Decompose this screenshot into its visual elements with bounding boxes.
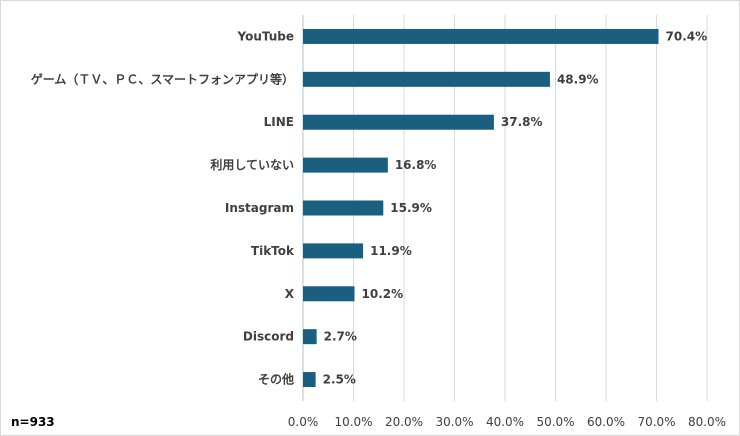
category-label: LINE xyxy=(264,115,294,129)
value-label: 37.8% xyxy=(501,115,543,129)
category-label: Instagram xyxy=(225,201,294,215)
category-label: YouTube xyxy=(236,29,294,43)
x-tick-label: 20.0% xyxy=(385,415,423,429)
bar xyxy=(303,28,659,44)
sample-size-note: n=933 xyxy=(11,415,55,429)
x-tick-label: 0.0% xyxy=(288,415,319,429)
value-label: 2.7% xyxy=(324,330,357,344)
x-tick-label: 70.0% xyxy=(637,415,675,429)
value-label: 2.5% xyxy=(323,373,356,387)
x-tick-label: 40.0% xyxy=(486,415,524,429)
bar xyxy=(303,157,388,173)
bar xyxy=(303,114,494,130)
x-tick-label: 60.0% xyxy=(587,415,625,429)
bar xyxy=(303,329,317,345)
category-label: その他 xyxy=(258,372,294,387)
value-label: 11.9% xyxy=(370,244,412,258)
bar xyxy=(303,243,364,259)
value-label: 16.8% xyxy=(395,158,437,172)
bar xyxy=(303,200,384,216)
bar xyxy=(303,372,316,388)
category-label: 利用していない xyxy=(210,157,294,172)
category-label: TikTok xyxy=(251,244,295,258)
value-label: 15.9% xyxy=(390,201,432,215)
x-tick-label: 50.0% xyxy=(536,415,574,429)
value-label: 70.4% xyxy=(666,29,708,43)
bar xyxy=(303,286,355,302)
x-tick-label: 30.0% xyxy=(435,415,473,429)
bar xyxy=(303,71,550,87)
category-label: Discord xyxy=(243,330,294,344)
category-label: ゲーム（ＴＶ、ＰＣ、スマートフォンアプリ等） xyxy=(31,71,294,86)
value-label: 48.9% xyxy=(557,72,599,86)
category-label: X xyxy=(285,287,295,301)
x-tick-label: 10.0% xyxy=(334,415,372,429)
x-tick-label: 80.0% xyxy=(688,415,726,429)
value-label: 10.2% xyxy=(362,287,404,301)
